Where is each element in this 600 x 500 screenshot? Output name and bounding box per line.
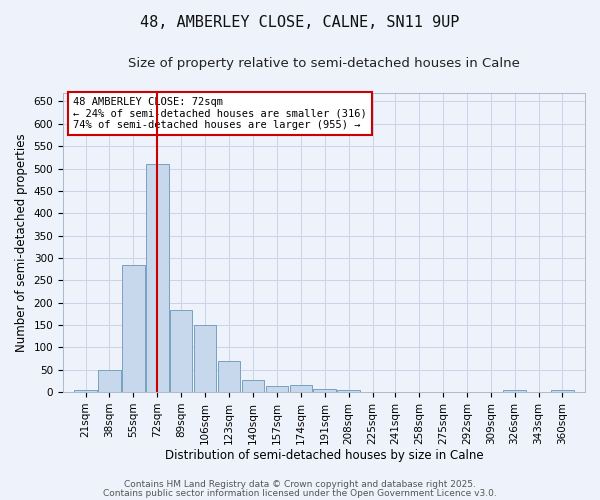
Bar bbox=[218, 361, 241, 392]
Bar bbox=[122, 264, 145, 392]
Text: Contains HM Land Registry data © Crown copyright and database right 2025.: Contains HM Land Registry data © Crown c… bbox=[124, 480, 476, 489]
Text: 48, AMBERLEY CLOSE, CALNE, SN11 9UP: 48, AMBERLEY CLOSE, CALNE, SN11 9UP bbox=[140, 15, 460, 30]
Bar bbox=[98, 370, 121, 392]
Bar bbox=[194, 325, 217, 392]
Bar bbox=[170, 310, 193, 392]
X-axis label: Distribution of semi-detached houses by size in Calne: Distribution of semi-detached houses by … bbox=[165, 450, 484, 462]
Bar bbox=[266, 386, 288, 392]
Text: Contains public sector information licensed under the Open Government Licence v3: Contains public sector information licen… bbox=[103, 490, 497, 498]
Title: Size of property relative to semi-detached houses in Calne: Size of property relative to semi-detach… bbox=[128, 58, 520, 70]
Bar bbox=[146, 164, 169, 392]
Bar bbox=[503, 390, 526, 392]
Bar bbox=[242, 380, 264, 392]
Bar bbox=[313, 389, 336, 392]
Bar bbox=[290, 386, 312, 392]
Text: 48 AMBERLEY CLOSE: 72sqm
← 24% of semi-detached houses are smaller (316)
74% of : 48 AMBERLEY CLOSE: 72sqm ← 24% of semi-d… bbox=[73, 97, 367, 130]
Bar bbox=[551, 390, 574, 392]
Bar bbox=[74, 390, 97, 392]
Y-axis label: Number of semi-detached properties: Number of semi-detached properties bbox=[15, 133, 28, 352]
Bar bbox=[337, 390, 360, 392]
